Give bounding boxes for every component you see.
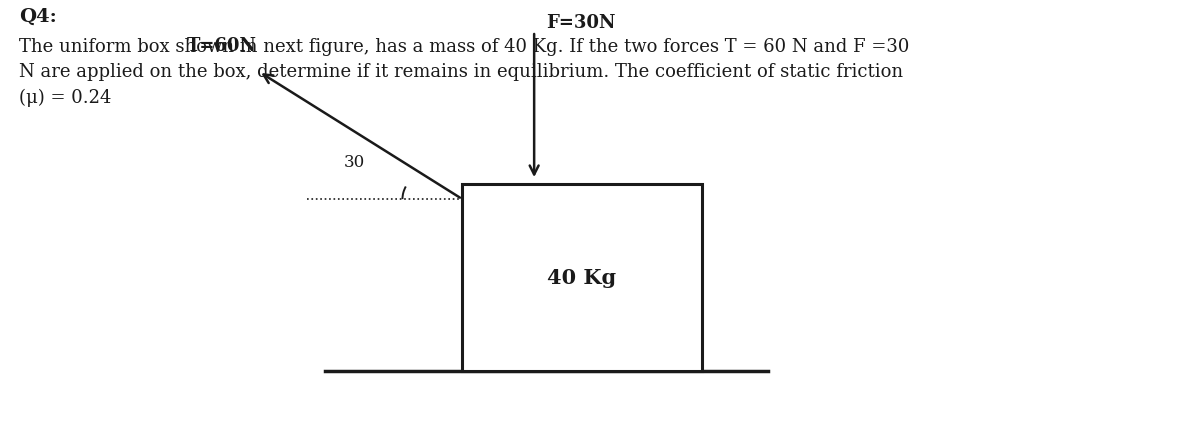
Bar	[462, 184, 702, 372]
Text: T=60N: T=60N	[187, 36, 257, 54]
Text: Q4:: Q4:	[19, 8, 58, 26]
Text: 40 Kg: 40 Kg	[547, 268, 617, 288]
Text: The uniform box shown in next figure, has a mass of 40 Kg. If the two forces T =: The uniform box shown in next figure, ha…	[19, 38, 910, 107]
Text: 30: 30	[344, 155, 365, 172]
Text: F=30N: F=30N	[546, 14, 616, 32]
